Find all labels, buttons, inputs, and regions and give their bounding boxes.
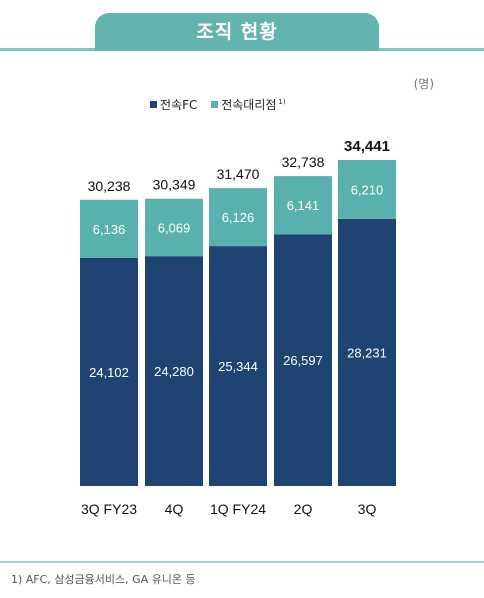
x-tick-label: 4Q <box>165 501 184 517</box>
footnote: 1) AFC, 삼성금융서비스, GA 유니온 등 <box>11 573 196 586</box>
x-tick-label: 1Q FY24 <box>210 501 266 517</box>
bar-segment-agency <box>338 160 396 219</box>
bar-value-label: 26,597 <box>283 353 323 368</box>
bar-segment-fc <box>274 234 332 486</box>
bar-segment-agency <box>274 176 332 235</box>
legend-item-fc: 전속FC <box>150 96 197 113</box>
legend-item-agency: 전속대리점 1) <box>211 96 286 113</box>
bar-segment-fc <box>338 218 396 486</box>
bar-segment-fc <box>80 257 138 486</box>
legend-swatch-agency <box>211 101 219 108</box>
bar-value-label: 25,344 <box>218 359 258 374</box>
legend-swatch-fc <box>150 101 157 108</box>
bar-value-label: 6,069 <box>158 220 191 235</box>
bar-value-label: 6,126 <box>222 210 255 225</box>
bar-value-label: 6,141 <box>287 198 320 213</box>
stacked-bar-chart: 24,102 6,136 30,238 3Q FY23 24,280 6,069 30,34… <box>80 138 396 517</box>
x-tick-label: 3Q <box>358 501 377 517</box>
bar-value-label: 6,136 <box>93 222 126 237</box>
bar-value-label: 24,102 <box>89 365 129 380</box>
legend-footnote-marker: 1) <box>278 98 286 106</box>
bar-total-label: 32,738 <box>282 154 325 170</box>
bar-total-label: 31,470 <box>217 166 260 182</box>
bar-value-label: 24,280 <box>154 364 194 379</box>
page-title: 조직 현황 <box>95 13 379 51</box>
bar-total-label: 30,349 <box>153 177 196 193</box>
footnote-rule <box>0 561 484 563</box>
bar-value-label: 6,210 <box>351 182 384 197</box>
bar-total-label: 34,441 <box>344 138 390 155</box>
chart-legend: 전속FC 전속대리점 1) <box>150 96 296 113</box>
legend-label-agency: 전속대리점 <box>221 98 277 112</box>
bar-segment-agency <box>80 199 138 258</box>
bar-segment-fc <box>145 256 203 486</box>
legend-label-fc: 전속FC <box>160 98 198 112</box>
bar-value-label: 28,231 <box>347 345 387 360</box>
unit-label: (명) <box>413 77 434 91</box>
bar-segment-agency <box>209 188 267 247</box>
bar-segment-fc <box>209 246 267 486</box>
bar-total-label: 30,238 <box>88 178 131 194</box>
bar-segment-agency <box>145 198 203 257</box>
x-tick-label: 3Q FY23 <box>81 501 137 517</box>
x-tick-label: 2Q <box>294 501 313 517</box>
